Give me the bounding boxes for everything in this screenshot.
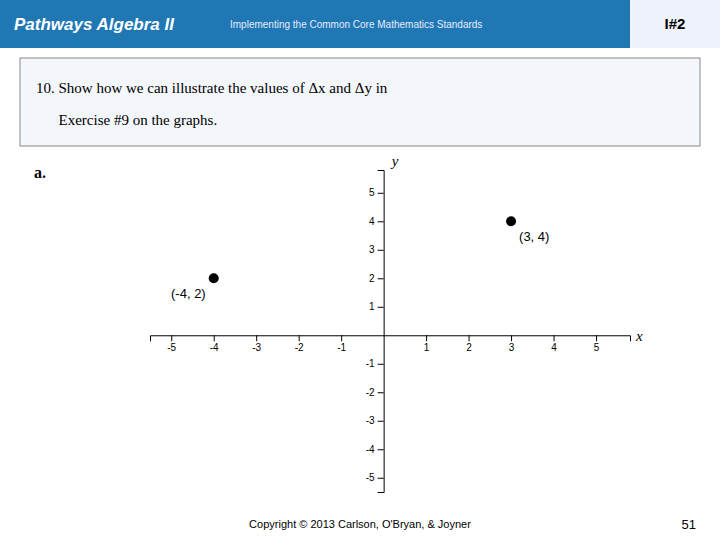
y-tick: -4 (366, 444, 384, 455)
x-tick-mark (596, 335, 597, 341)
y-tick-mark (378, 250, 384, 251)
x-tick: -2 (295, 335, 304, 353)
problem-text: Exercise #9 on the graphs. (36, 112, 217, 128)
x-tick-label: 1 (424, 342, 430, 353)
part-label: a. (34, 164, 46, 181)
x-tick-mark (341, 335, 342, 341)
x-tick-label: -5 (167, 342, 176, 353)
badge-text: I#2 (665, 15, 686, 32)
x-tick: 3 (509, 335, 515, 353)
x-tick: 5 (594, 335, 600, 353)
y-tick-label: -3 (366, 415, 375, 426)
x-tick-mark (511, 335, 512, 341)
y-tick-label: -4 (366, 444, 375, 455)
point-label: (3, 4) (519, 229, 549, 244)
y-tick-mark (378, 392, 384, 393)
x-tick: -3 (252, 335, 261, 353)
x-tick-label: 5 (594, 342, 600, 353)
y-axis: -5 -4 -3 -2 -1 1 2 3 4 5 (366, 171, 384, 493)
y-tick-mark (378, 278, 384, 279)
y-tick-label: 3 (369, 244, 375, 255)
point (506, 216, 516, 226)
x-tick-label: -2 (295, 342, 304, 353)
y-tick: 4 (369, 216, 384, 227)
copyright: Copyright © 2013 Carlson, O'Bryan, & Joy… (249, 518, 471, 530)
y-tick: -2 (366, 387, 384, 398)
x-tick: 1 (424, 335, 430, 353)
x-tick: 4 (551, 335, 557, 353)
page: Pathways Algebra II Implementing the Comm… (0, 0, 720, 540)
header-subtitle: Implementing the Common Core Mathematics… (230, 19, 482, 30)
problem-box (20, 58, 700, 146)
y-tick: 1 (369, 301, 384, 312)
x-tick-mark (256, 335, 257, 341)
y-tick: 5 (369, 187, 384, 198)
x-tick-mark (426, 335, 427, 341)
x-tick-label: 3 (509, 342, 515, 353)
y-tick-label: -2 (366, 387, 375, 398)
y-tick-mark (378, 421, 384, 422)
y-tick-mark (378, 221, 384, 222)
points (209, 216, 516, 283)
x-axis: -5 -4 -3 -2 -1 1 2 3 4 5 (151, 335, 631, 353)
header-bar (0, 0, 720, 48)
y-tick-label: -5 (366, 472, 375, 483)
page-number: 51 (682, 517, 696, 532)
y-tick: -5 (366, 472, 384, 483)
point-label: (-4, 2) (171, 286, 206, 301)
y-tick: 2 (369, 273, 384, 284)
x-tick: -1 (337, 335, 346, 353)
y-tick: -1 (366, 358, 384, 369)
x-axis-line (151, 336, 631, 342)
y-tick-mark (378, 449, 384, 450)
problem-text: 10. Show how we can illustrate the value… (36, 80, 388, 96)
x-tick-label: 2 (466, 342, 472, 353)
y-tick: -3 (366, 415, 384, 426)
y-axis-title: y (390, 153, 399, 169)
x-tick-mark (554, 335, 555, 341)
y-tick: 3 (369, 244, 384, 255)
header-badge (630, 0, 720, 48)
x-tick: 2 (466, 335, 472, 353)
y-tick-label: 1 (369, 301, 375, 312)
y-tick-mark (378, 193, 384, 194)
y-tick-mark (378, 364, 384, 365)
x-tick-label: -1 (337, 342, 346, 353)
x-tick-label: -4 (210, 342, 219, 353)
y-tick-mark (378, 478, 384, 479)
y-tick-label: -1 (366, 358, 375, 369)
x-tick-mark (171, 335, 172, 341)
y-tick-label: 5 (369, 187, 375, 198)
x-tick: -5 (167, 335, 176, 353)
x-tick-label: -3 (252, 342, 261, 353)
point-labels: (-4, 2) (3, 4) (171, 229, 549, 301)
y-axis-line (378, 171, 385, 493)
y-tick-label: 2 (369, 273, 375, 284)
x-tick-label: 4 (551, 342, 557, 353)
x-tick-mark (214, 335, 215, 341)
x-axis-title: x (635, 328, 643, 344)
header-title: Pathways Algebra II (14, 15, 175, 34)
point (209, 273, 219, 283)
y-tick-mark (378, 307, 384, 308)
x-tick: -4 (210, 335, 219, 353)
y-tick-label: 4 (369, 216, 375, 227)
x-tick-mark (299, 335, 300, 341)
x-tick-mark (469, 335, 470, 341)
